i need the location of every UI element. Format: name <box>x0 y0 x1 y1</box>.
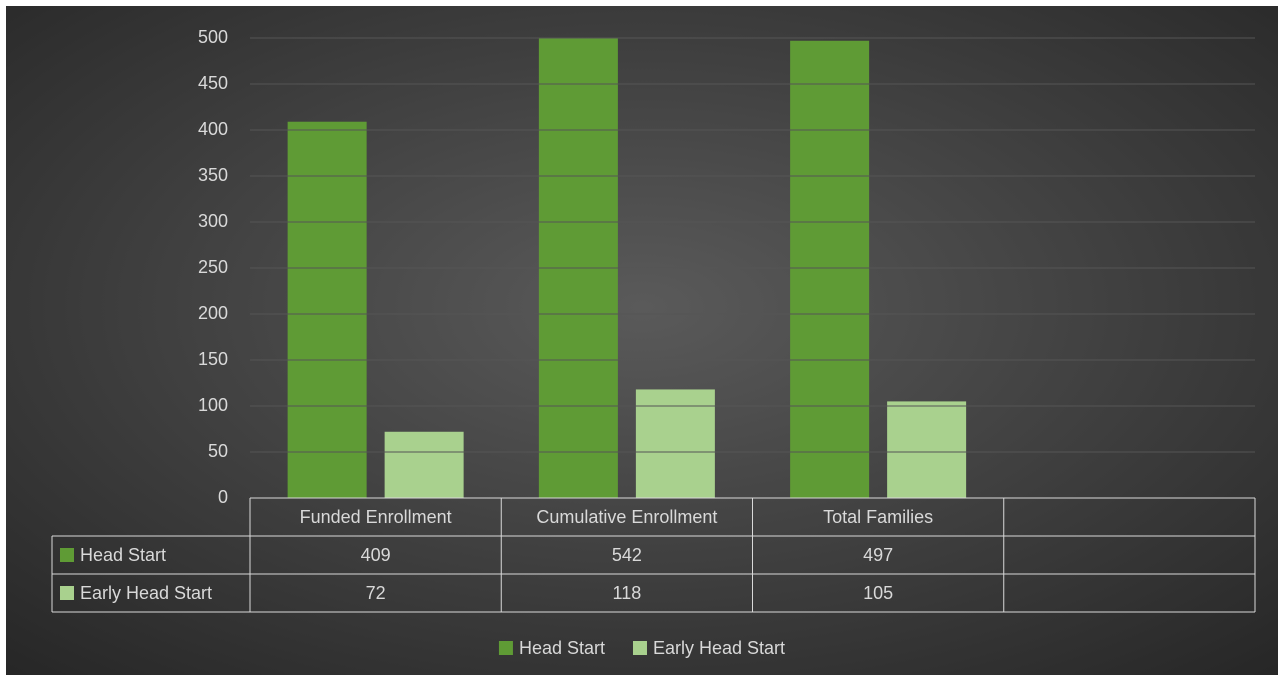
legend-key <box>498 641 513 655</box>
y-tick-label: 150 <box>198 349 228 369</box>
legend-label: Early Head Start <box>653 638 785 658</box>
x-tick-label: Cumulative Enrollment <box>536 507 717 527</box>
table-legend-key <box>60 548 74 562</box>
table-series-name: Head Start <box>80 545 166 565</box>
y-tick-label: 350 <box>198 165 228 185</box>
table-value: 409 <box>361 545 391 565</box>
table-value: 542 <box>612 545 642 565</box>
y-tick-label: 400 <box>198 119 228 139</box>
y-tick-label: 450 <box>198 73 228 93</box>
y-tick-label: 300 <box>198 211 228 231</box>
bar <box>538 38 618 498</box>
x-tick-label: Funded Enrollment <box>300 507 452 527</box>
y-tick-label: 0 <box>218 487 228 507</box>
chart-background <box>6 6 1278 675</box>
y-tick-label: 500 <box>198 27 228 47</box>
y-tick-label: 250 <box>198 257 228 277</box>
legend: Head Start Early Head Start <box>498 638 785 658</box>
y-tick-label: 50 <box>208 441 228 461</box>
bar <box>384 431 464 498</box>
legend-key <box>632 641 647 655</box>
bar <box>790 40 870 498</box>
bar <box>287 121 367 498</box>
x-tick-label: Total Families <box>823 507 933 527</box>
bar <box>635 389 715 498</box>
table-value: 497 <box>863 545 893 565</box>
y-tick-label: 200 <box>198 303 228 323</box>
legend-label: Head Start <box>519 638 605 658</box>
table-value: 105 <box>863 583 893 603</box>
table-series-name: Early Head Start <box>80 583 212 603</box>
table-legend-key <box>60 586 74 600</box>
bar <box>887 401 967 498</box>
table-value: 118 <box>613 583 642 603</box>
table-value: 72 <box>366 583 386 603</box>
y-tick-label: 100 <box>198 395 228 415</box>
